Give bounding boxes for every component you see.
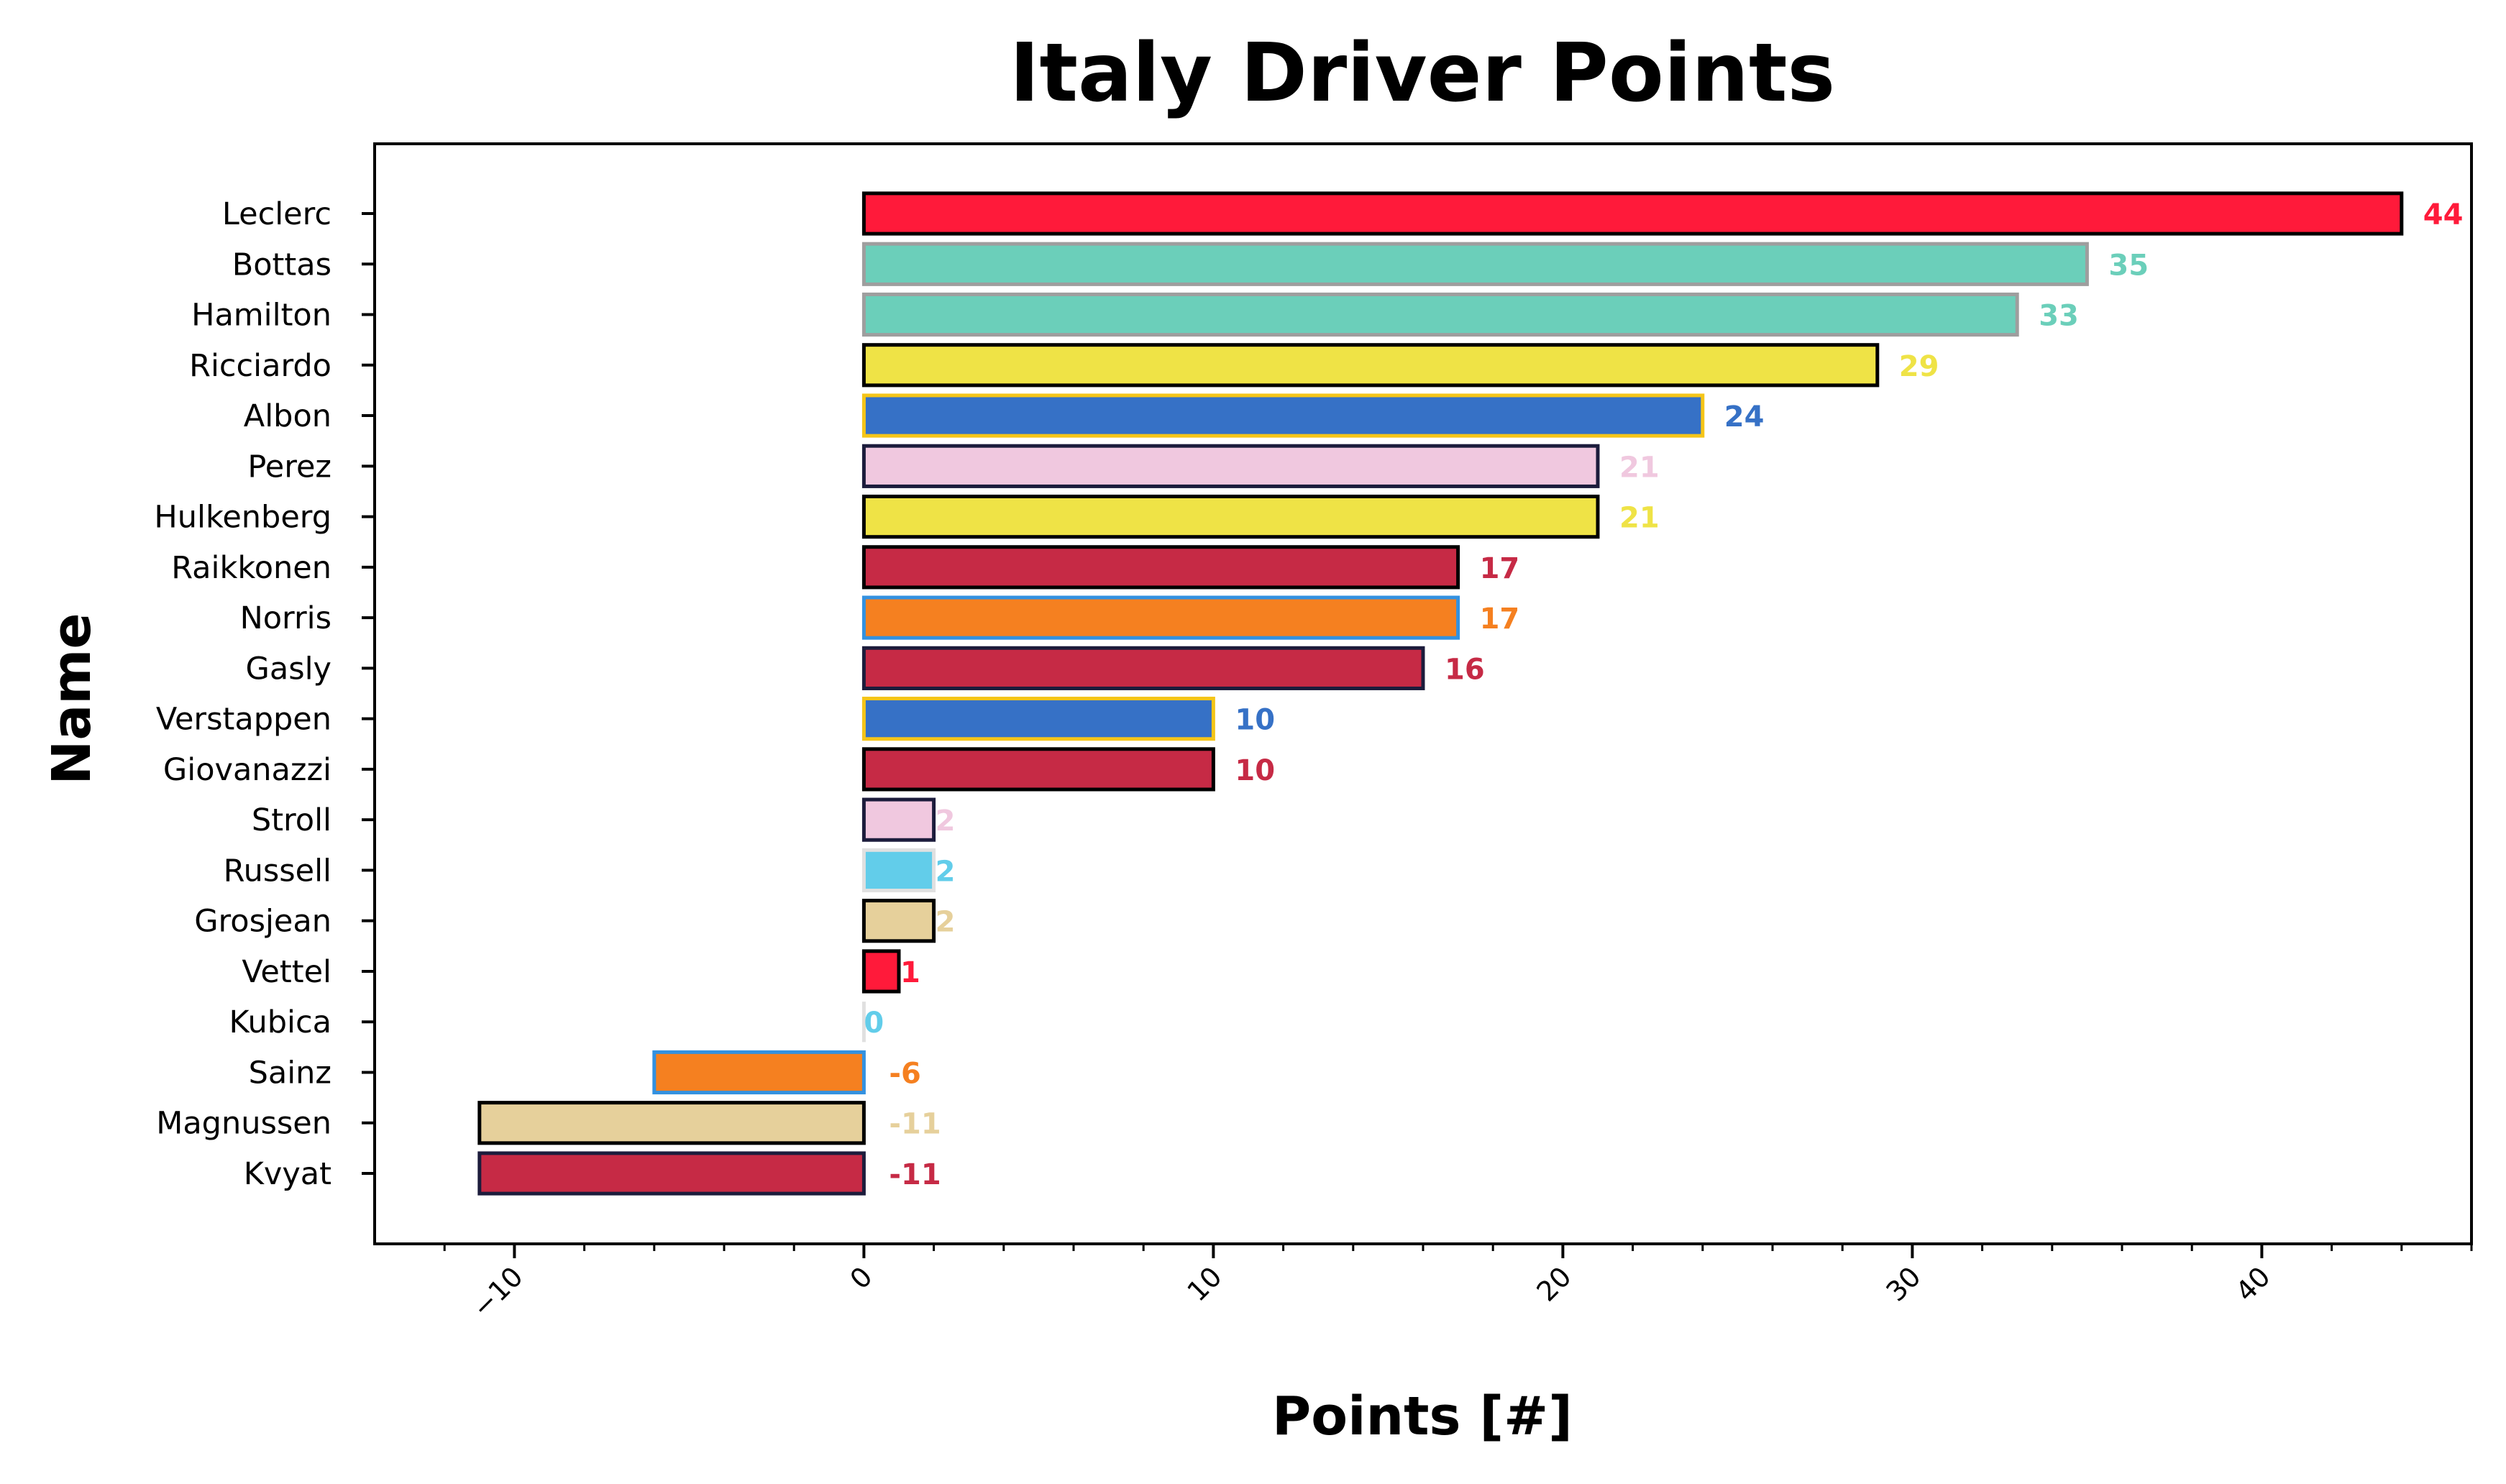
y-tick-label: Kubica: [229, 1004, 331, 1040]
bar-kvyat: [477, 1151, 866, 1196]
bar-raikkonen: [861, 545, 1460, 590]
data-label: 2: [936, 906, 956, 939]
bar-sainz: [652, 1050, 866, 1095]
data-label: 29: [1899, 350, 1939, 383]
data-label: 16: [1445, 653, 1485, 686]
y-tick-label: Stroll: [252, 802, 331, 838]
data-label: 21: [1619, 451, 1660, 484]
x-tick-label: −10: [466, 1260, 529, 1324]
y-tick-label: Raikkonen: [171, 550, 331, 586]
bar-russell: [861, 848, 936, 893]
bar-hamilton: [861, 292, 2019, 337]
y-tick-label: Verstappen: [156, 702, 331, 738]
bar-hulkenberg: [861, 494, 1600, 539]
data-label: -11: [889, 1158, 941, 1191]
bar-leclerc: [861, 191, 2404, 236]
plot-area: Leclerc 44 Bottas 35 Hamilton 33 Ricciardo 29 Al…: [154, 142, 2473, 1324]
bar-norris: [861, 595, 1460, 640]
y-tick-label: Giovanazzi: [163, 752, 331, 788]
data-label: -6: [889, 1057, 920, 1090]
x-tick-label: 0: [844, 1260, 879, 1295]
y-tick-label: Bottas: [232, 247, 331, 283]
data-label: 1: [900, 956, 920, 989]
bar-grosjean: [861, 899, 936, 943]
y-tick-label: Grosjean: [194, 904, 331, 940]
bar-bottas: [861, 242, 2089, 286]
x-axis-label: Points [#]: [1272, 1385, 1573, 1447]
y-tick-label: Leclerc: [222, 196, 331, 232]
data-label: 0: [864, 1007, 884, 1040]
bar-stroll: [861, 797, 936, 842]
y-axis-label: Name: [41, 613, 103, 784]
y-tick-label: Norris: [240, 600, 331, 636]
y-tick-label: Hulkenberg: [154, 500, 331, 536]
bar-vettel: [861, 949, 901, 994]
bar-gasly: [861, 646, 1425, 690]
y-tick-label: Kvyat: [244, 1156, 331, 1192]
data-label: 24: [1724, 400, 1765, 434]
x-tick-label: 30: [1880, 1260, 1926, 1307]
y-tick-label: Ricciardo: [189, 348, 331, 384]
y-tick-label: Hamilton: [191, 298, 331, 334]
y-tick-label: Russell: [224, 853, 331, 889]
chart-title: Italy Driver Points: [1010, 27, 1835, 120]
bar-giovanazzi: [861, 747, 1215, 792]
data-label: 17: [1480, 603, 1520, 636]
data-label: 35: [2108, 249, 2149, 282]
y-tick-label: Gasly: [246, 651, 331, 687]
bar-perez: [861, 444, 1600, 488]
data-label: 33: [2039, 300, 2079, 333]
data-label: 17: [1480, 552, 1520, 585]
bar-magnussen: [477, 1101, 866, 1145]
x-tick-label: 20: [1530, 1260, 1577, 1307]
data-label: 21: [1619, 502, 1660, 535]
x-tick-label: 40: [2229, 1260, 2276, 1307]
data-label: 44: [2423, 198, 2464, 232]
bar-ricciardo: [861, 343, 1880, 388]
x-tick-label: 10: [1181, 1260, 1227, 1307]
y-tick-label: Albon: [244, 398, 331, 434]
bar-albon: [861, 393, 1705, 438]
y-tick-label: Perez: [247, 449, 331, 485]
bar-verstappen: [861, 697, 1215, 741]
data-label: 2: [936, 855, 956, 888]
data-label: -11: [889, 1108, 941, 1141]
data-label: 2: [936, 805, 956, 838]
data-label: 10: [1235, 754, 1275, 787]
y-tick-label: Sainz: [249, 1055, 331, 1091]
y-tick-label: Magnussen: [156, 1106, 331, 1142]
y-tick-label: Vettel: [242, 954, 331, 990]
data-label: 10: [1235, 704, 1275, 737]
